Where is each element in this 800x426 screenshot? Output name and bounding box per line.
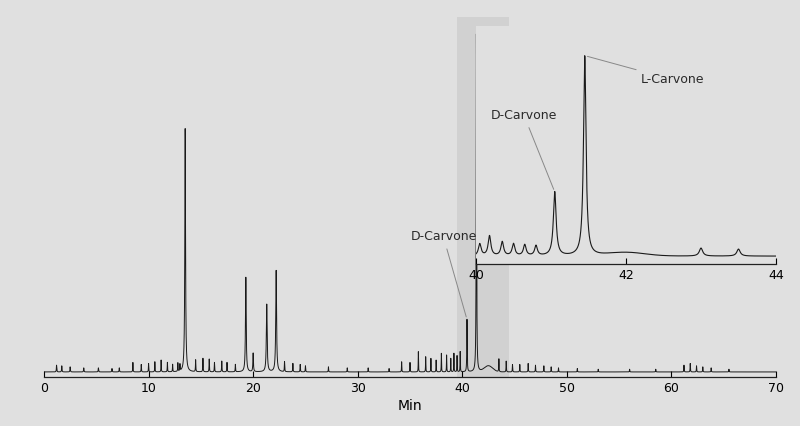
Bar	[457, 0, 510, 389]
Text: D-Carvone: D-Carvone	[491, 109, 558, 190]
Text: D-Carvone: D-Carvone	[410, 230, 477, 317]
Text: L-Carvone: L-Carvone	[478, 46, 562, 135]
X-axis label: Min: Min	[398, 399, 422, 413]
Text: L-Carvone: L-Carvone	[587, 56, 705, 86]
